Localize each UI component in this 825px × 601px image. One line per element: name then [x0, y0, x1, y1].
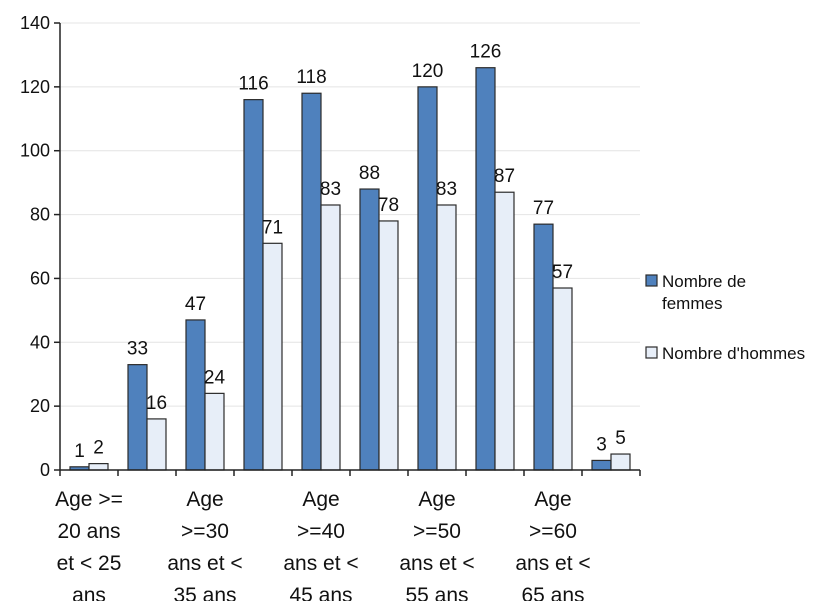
data-label: 83 [320, 179, 341, 200]
bar-hommes [378, 220, 399, 471]
x-category-label: Age [534, 488, 571, 511]
x-category-labels: Age >= 20 ans et < 25 ans Age >=30 ans et < 35 … [55, 488, 591, 601]
bar-femmes [243, 99, 264, 471]
data-label: 77 [533, 198, 554, 219]
legend-label: Nombre d'hommes [662, 344, 805, 363]
data-label: 71 [262, 217, 283, 238]
bar-hommes [494, 191, 515, 471]
bar-femmes [359, 188, 380, 471]
x-category-label: Age >= [55, 488, 123, 511]
x-category-label: ans et < [399, 552, 474, 575]
x-category-label: >=50 [413, 520, 461, 543]
bar-hommes [262, 242, 283, 471]
data-label: 1 [74, 441, 85, 462]
x-category-label: Age [302, 488, 339, 511]
x-category-label: ans et < [283, 552, 358, 575]
y-tick-label: 40 [30, 332, 50, 352]
data-label: 87 [494, 166, 515, 187]
bar-hommes [204, 392, 225, 471]
data-label: 118 [296, 67, 326, 88]
bar-hommes [610, 453, 631, 471]
data-label: 33 [127, 339, 148, 360]
data-label: 2 [93, 438, 104, 459]
y-tick-label: 20 [30, 396, 50, 416]
data-label: 116 [238, 74, 268, 95]
bar-femmes [591, 459, 612, 471]
data-label: 57 [552, 262, 573, 283]
data-label: 16 [146, 393, 167, 414]
data-label: 83 [436, 179, 457, 200]
x-category-label: ans et < [515, 552, 590, 575]
x-category-label: 55 ans [405, 584, 468, 601]
bar-femmes [533, 223, 554, 471]
data-label: 3 [596, 434, 607, 455]
x-category-label: Age [418, 488, 455, 511]
y-tick-label: 100 [20, 141, 50, 161]
x-category-label: ans et < [167, 552, 242, 575]
x-category-label: 35 ans [173, 584, 236, 601]
data-label: 47 [185, 294, 206, 315]
x-category-label: 20 ans [57, 520, 120, 543]
bar-hommes [320, 204, 341, 471]
bar-femmes [185, 319, 206, 471]
x-category-label: >=30 [181, 520, 229, 543]
x-category-label: >=40 [297, 520, 345, 543]
grid-lines [60, 22, 640, 407]
data-labels: 1 33 47 116 118 88 120 126 77 3 2 16 24 71 83 78 83 87 57 5 [74, 42, 626, 462]
bar-hommes [146, 418, 167, 471]
axes [54, 22, 641, 476]
legend-label: Nombre de [662, 272, 746, 291]
legend-label: femmes [662, 294, 722, 313]
bar-femmes [127, 364, 148, 471]
data-label: 126 [470, 42, 502, 63]
data-label: 88 [359, 163, 380, 184]
legend: Nombre de femmes Nombre d'hommes [645, 272, 805, 363]
y-tick-label: 80 [30, 205, 50, 225]
data-label: 24 [204, 367, 226, 388]
x-category-label: ans [72, 584, 106, 601]
bar-hommes [552, 287, 573, 471]
bar-hommes [436, 204, 457, 471]
y-tick-label: 60 [30, 268, 50, 288]
legend-swatch-femmes [645, 274, 658, 287]
bars [69, 67, 631, 471]
bar-femmes [417, 86, 438, 471]
legend-swatch-hommes [645, 346, 658, 359]
bar-femmes [475, 67, 496, 471]
x-category-label: et < 25 [57, 552, 122, 575]
x-category-label: Age [186, 488, 223, 511]
y-tick-labels: 0 20 40 60 80 100 120 140 [20, 13, 50, 480]
y-tick-label: 0 [40, 460, 50, 480]
bar-hommes [88, 463, 109, 471]
data-label: 120 [412, 61, 444, 82]
y-tick-label: 140 [20, 13, 50, 33]
data-label: 78 [378, 195, 399, 216]
x-category-label: >=60 [529, 520, 577, 543]
bar-femmes [301, 92, 322, 471]
x-category-label: 45 ans [289, 584, 352, 601]
data-label: 5 [615, 428, 626, 449]
x-category-label: 65 ans [521, 584, 584, 601]
y-tick-label: 120 [20, 77, 50, 97]
